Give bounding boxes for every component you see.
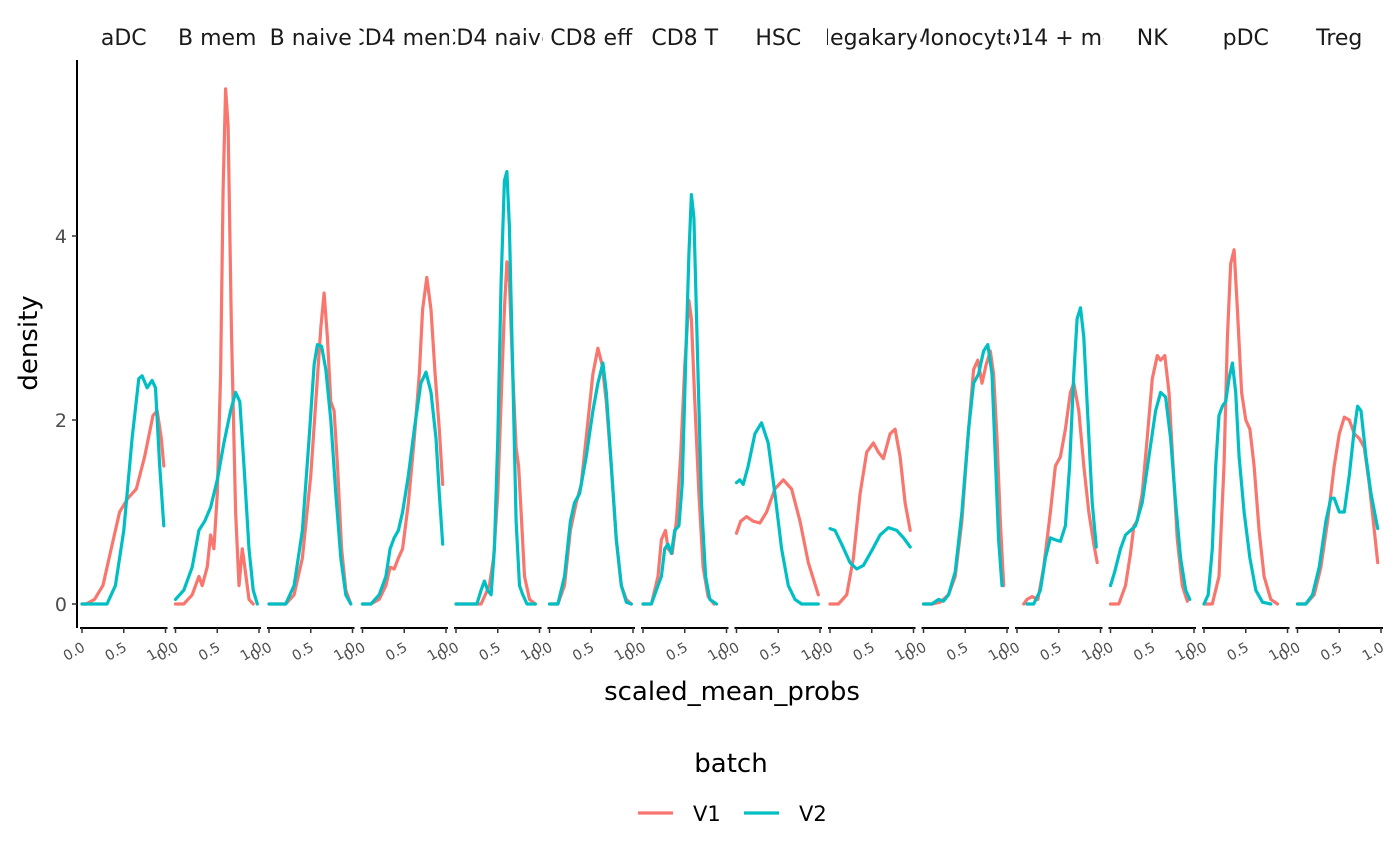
density-line-v2: [1295, 404, 1380, 606]
density-line-v1: [1108, 354, 1189, 606]
facet-label: Megakaryo: [811, 26, 932, 51]
y-tick-label: 2: [55, 410, 67, 432]
legend-item-v1: V1: [638, 802, 721, 826]
x-axis-title: scaled_mean_probs: [604, 677, 860, 707]
facet-label: CD4 mem: [349, 26, 459, 51]
density-line-v2: [921, 343, 1004, 606]
density-line-v2: [641, 193, 719, 606]
legend-label: V2: [799, 802, 827, 826]
density-line-v1: [267, 291, 353, 606]
facet-panel: NK0.0 0.5 1.0: [1089, 26, 1200, 665]
x-tick-label: 0.5: [1037, 640, 1064, 665]
x-tick-label: 0.5: [1131, 640, 1158, 665]
legend-item-v2: V2: [744, 802, 827, 826]
legend-title: batch: [694, 749, 767, 779]
y-tick-label: 0: [55, 594, 67, 616]
legend-label: V1: [693, 802, 721, 826]
density-line-v1: [1202, 248, 1280, 606]
facet-label: CD4 naive: [441, 26, 554, 51]
density-line-v2: [267, 343, 353, 606]
facet-label: CD8 T: [651, 26, 718, 51]
density-line-v1: [80, 409, 166, 606]
density-line-v1: [828, 427, 912, 606]
facet-label: Treg: [1315, 26, 1362, 51]
density-line-v2: [173, 390, 259, 606]
y-axis: 0 2 4: [55, 60, 78, 628]
facet-label: CD8 eff: [550, 26, 633, 51]
facet-label: aDC: [101, 26, 147, 51]
density-line-v2: [360, 370, 445, 606]
density-line-v2: [1108, 390, 1192, 601]
x-tick-label: 0.5: [102, 640, 129, 665]
density-line-v1: [360, 275, 445, 606]
x-tick-label: 0.5: [944, 640, 971, 665]
y-axis-title: density: [14, 295, 44, 390]
density-line-v1: [173, 87, 255, 606]
x-tick-label: 0.5: [383, 640, 410, 665]
x-tick-label: 0.5: [1318, 640, 1345, 665]
x-tick-label: 0.5: [757, 640, 784, 665]
x-tick-label: 0.5: [196, 640, 223, 665]
density-line-v1: [734, 478, 820, 597]
density-line-v2: [828, 526, 912, 571]
facet-label: pDC: [1223, 26, 1269, 51]
legend: batch V1 V2: [638, 749, 827, 826]
x-tick-label: 0.5: [1224, 640, 1251, 665]
density-line-v2: [1202, 361, 1273, 606]
density-line-v2: [547, 361, 633, 606]
density-line-v1: [1022, 381, 1099, 606]
x-tick-label: 0.5: [850, 640, 877, 665]
facet-label: Monocyte: [912, 26, 1019, 51]
x-tick-label: 0.5: [476, 640, 503, 665]
facet-label: NK: [1137, 26, 1168, 51]
density-line-v2: [454, 170, 537, 606]
facet-label: B mem: [178, 26, 256, 51]
x-tick-label: 0.0: [61, 640, 88, 665]
facet-label: HSC: [755, 26, 801, 51]
density-line-v2: [734, 421, 820, 606]
density-line-v1: [641, 298, 716, 606]
y-tick-label: 4: [55, 226, 67, 248]
x-tick-label: 0.5: [570, 640, 597, 665]
x-tick-label: 0.5: [289, 640, 316, 665]
x-tick-label: 1.0: [1360, 640, 1387, 665]
density-line-v2: [1025, 306, 1098, 606]
facet-label: CD14 + mon: [988, 26, 1130, 51]
density-line-v2: [80, 374, 166, 606]
facet-panel: CD8 T0.0 0.5 1.0: [622, 26, 733, 665]
x-tick-label: 0.5: [663, 640, 690, 665]
facet-label: B naive: [270, 26, 352, 51]
